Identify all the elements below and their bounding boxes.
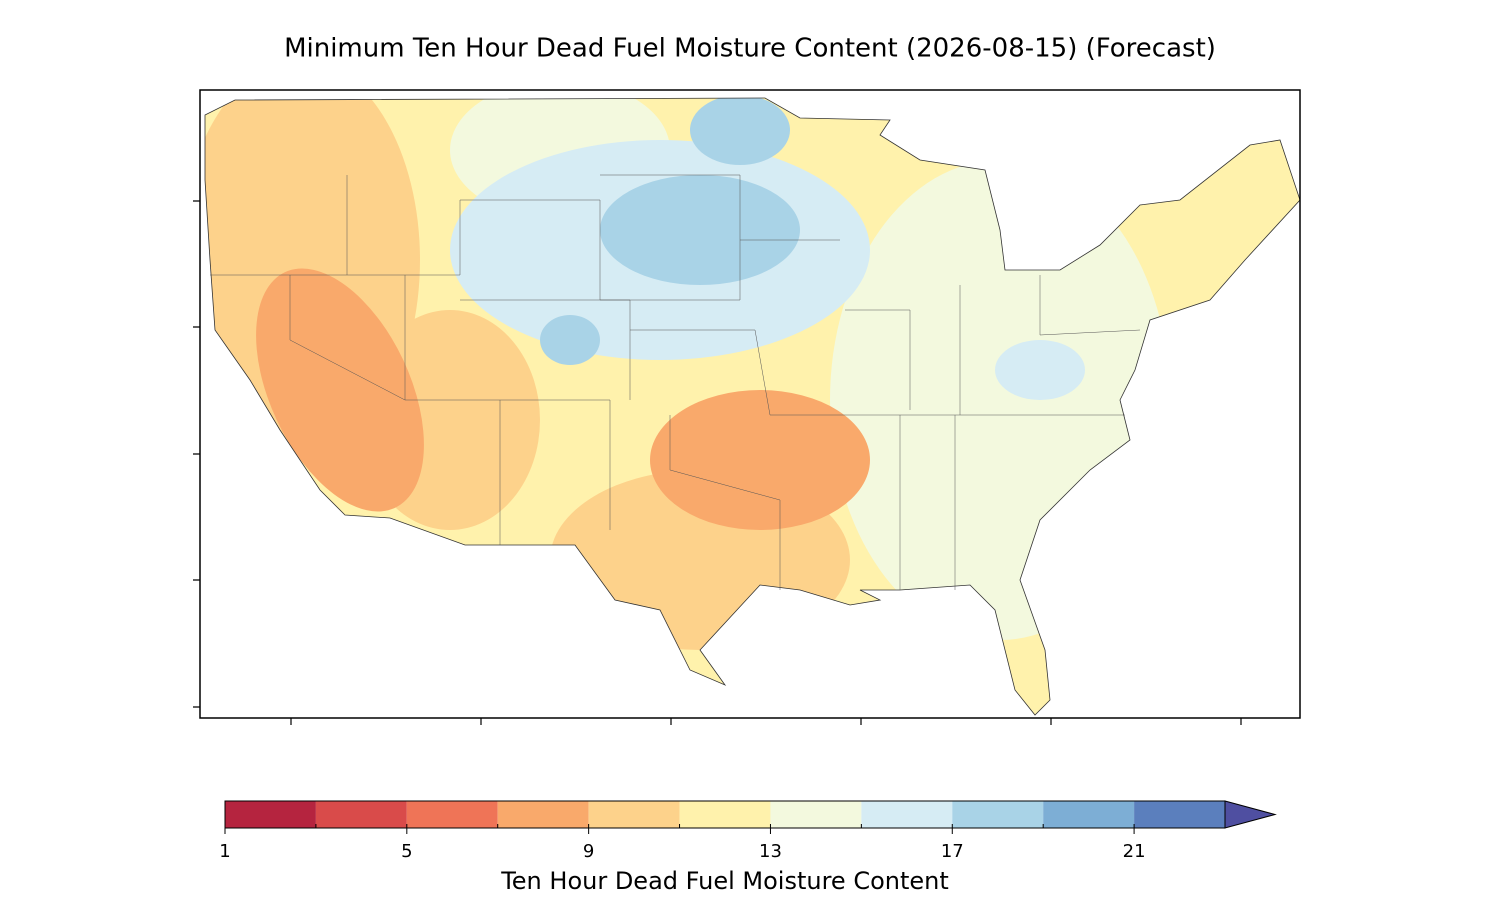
colorbar-segment [588, 801, 680, 828]
map-title: Minimum Ten Hour Dead Fuel Moisture Cont… [284, 34, 1216, 64]
colorbar-segment [1134, 801, 1225, 828]
state-lines [210, 174, 1141, 590]
colorbar-segment [1043, 801, 1135, 828]
region [690, 98, 790, 165]
colorbar-segment [770, 801, 862, 828]
region [995, 340, 1085, 400]
region [256, 268, 424, 512]
colorbar-segment [861, 801, 953, 828]
colorbar-tick-label: 21 [1123, 841, 1146, 862]
region [600, 175, 800, 285]
colorbar-tick-label: 17 [941, 841, 964, 862]
colorbar-segment [315, 801, 407, 828]
map-frame [199, 89, 1301, 719]
colorbar-label: Ten Hour Dead Fuel Moisture Content [500, 867, 949, 895]
colorbar-segment [679, 801, 771, 828]
frame-ticks [193, 200, 1242, 725]
colorbar-tick-label: 13 [759, 841, 782, 862]
colorbar-frame [224, 800, 1226, 829]
region [540, 315, 600, 365]
colorbar-tick-label: 9 [583, 841, 594, 862]
colorbar-extension [1224, 800, 1277, 829]
region [650, 390, 870, 530]
colorbar-segment [952, 801, 1044, 828]
colorbar-segment [406, 801, 498, 828]
map-fill [205, 98, 1300, 715]
colorbar-tick-label: 5 [401, 841, 412, 862]
colorbar-tick-label: 1 [219, 841, 230, 862]
colorbar-segment [225, 801, 316, 828]
colorbar-segment [497, 801, 589, 828]
